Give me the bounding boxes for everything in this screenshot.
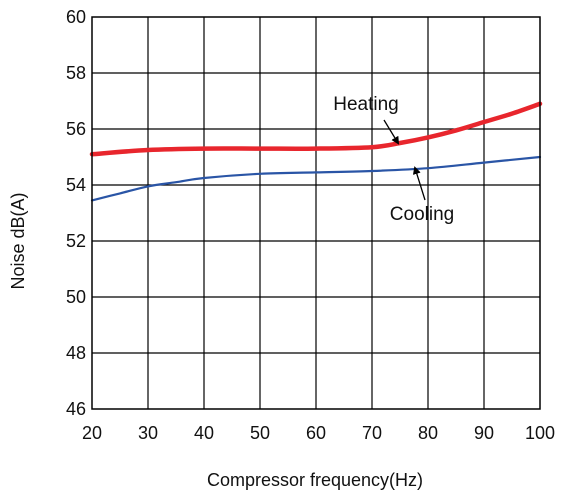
annotation-label-cooling: Cooling [390,204,454,225]
x-tick-label: 80 [418,423,438,443]
y-tick-label: 58 [66,63,86,83]
x-tick-labels: 20 30 40 50 60 70 80 90 100 [82,423,555,443]
grid-lines [92,17,540,409]
x-axis-label: Compressor frequency(Hz) [207,470,423,490]
series-line-heating [89,101,543,157]
series-line-cooling [90,155,542,202]
x-tick-label: 90 [474,423,494,443]
x-tick-label: 20 [82,423,102,443]
x-tick-label: 40 [194,423,214,443]
y-tick-label: 46 [66,399,86,419]
annotation-arrow-cooling [412,166,426,201]
annotation-label-heating: Heating [333,94,399,115]
annotations: Heating Cooling [333,94,454,225]
x-tick-label: 30 [138,423,158,443]
y-tick-label: 60 [66,7,86,27]
y-tick-label: 48 [66,343,86,363]
x-tick-label: 50 [250,423,270,443]
x-tick-label: 70 [362,423,382,443]
y-tick-label: 54 [66,175,86,195]
y-tick-label: 50 [66,287,86,307]
y-axis-label: Noise dB(A) [8,192,28,289]
x-tick-label: 100 [525,423,555,443]
y-tick-label: 52 [66,231,86,251]
annotation-arrow-heating [383,119,400,145]
series-lines [89,101,543,202]
y-tick-label: 56 [66,119,86,139]
x-tick-label: 60 [306,423,326,443]
plot-frame [91,16,541,410]
y-tick-labels: 46 48 50 52 54 56 58 60 [66,7,86,419]
